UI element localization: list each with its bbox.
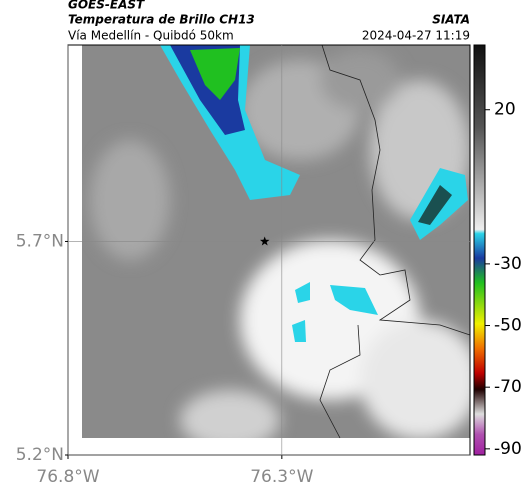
- colorbar-tick-label: 20: [494, 100, 516, 120]
- timestamp: 2024-04-27 11:19: [362, 29, 470, 43]
- colorbar-tick-label: -50: [494, 316, 522, 336]
- region: Vía Medellín - Quibdó 50km: [68, 29, 234, 43]
- x-tick-label: 76.8°W: [36, 467, 99, 487]
- station-marker: [260, 236, 270, 246]
- y-tick-label: 5.7°N: [16, 231, 64, 251]
- y-tick-label: 5.2°N: [16, 445, 64, 465]
- colorbar-tick-label: -90: [494, 439, 522, 459]
- satellite: GOES-EAST: [68, 0, 145, 12]
- colorbar: [473, 44, 486, 456]
- organization: SIATA: [432, 13, 470, 27]
- colorbar-tick-label: -30: [494, 254, 522, 274]
- colorbar-tick-label: -70: [494, 377, 522, 397]
- satellite-image: [82, 45, 470, 438]
- border-lines: [319, 44, 471, 439]
- x-tick-label: 76.3°W: [250, 467, 313, 487]
- product: Temperatura de Brillo CH13: [68, 13, 255, 27]
